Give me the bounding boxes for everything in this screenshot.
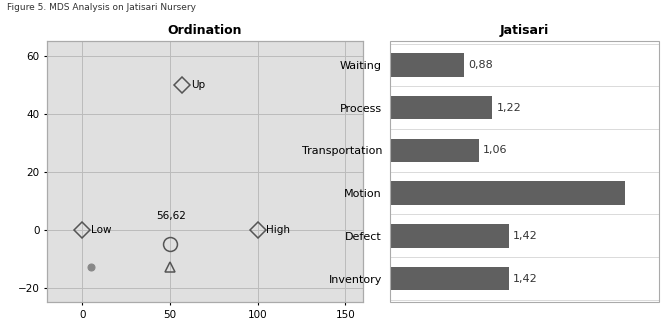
Text: 1,06: 1,06	[483, 145, 507, 156]
Bar	[47, 41, 363, 302]
Text: Figure 5. MDS Analysis on Jatisari Nursery: Figure 5. MDS Analysis on Jatisari Nurse…	[7, 3, 196, 12]
Bar	[390, 41, 659, 302]
Text: 1,42: 1,42	[513, 273, 538, 284]
Bar	[390, 96, 492, 119]
Text: Low: Low	[91, 225, 112, 235]
Text: High: High	[266, 225, 290, 235]
Bar	[390, 224, 509, 247]
Text: 1,22: 1,22	[497, 103, 521, 113]
Text: 1,42: 1,42	[513, 231, 538, 241]
Text: Up: Up	[191, 80, 205, 90]
Bar	[390, 139, 478, 162]
Text: 0,88: 0,88	[468, 60, 493, 70]
Bar	[390, 267, 509, 290]
Title: Ordination: Ordination	[168, 24, 242, 38]
Title: Jatisari: Jatisari	[499, 24, 549, 38]
Bar	[390, 181, 625, 205]
Bar	[390, 53, 464, 77]
Text: 56,62: 56,62	[156, 211, 185, 221]
